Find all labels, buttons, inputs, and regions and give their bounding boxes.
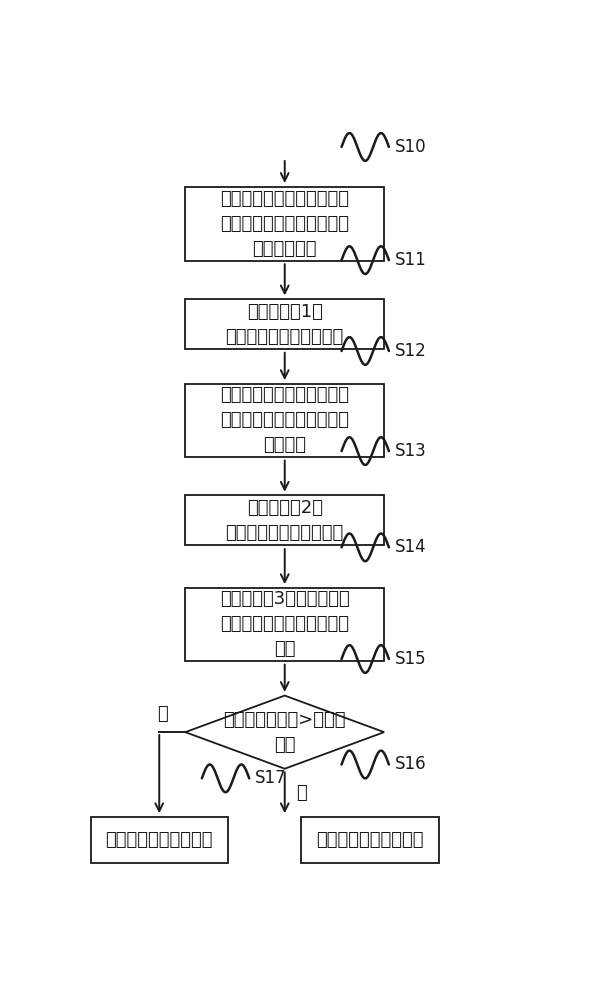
Bar <box>301 817 439 863</box>
Bar <box>185 299 384 349</box>
Bar <box>185 187 384 261</box>
Text: 获取电池组中单体电池在当
前时刻前的预设时间段内的
温度波形: 获取电池组中单体电池在当 前时刻前的预设时间段内的 温度波形 <box>220 386 349 454</box>
Text: S13: S13 <box>395 442 426 460</box>
Polygon shape <box>185 696 384 769</box>
Bar <box>90 817 228 863</box>
Text: 是: 是 <box>296 784 307 802</box>
Text: S10: S10 <box>395 138 426 156</box>
Text: 根据公式（2）
计算电池组的电池温差熵: 根据公式（2） 计算电池组的电池温差熵 <box>225 499 344 542</box>
Text: 根据公式（1）
计算电池组的电池压差熵: 根据公式（1） 计算电池组的电池压差熵 <box>225 303 344 346</box>
Text: 获取电池组中单体电池在当
前时刻前的预设时间段内的
单体电压波形: 获取电池组中单体电池在当 前时刻前的预设时间段内的 单体电压波形 <box>220 190 349 258</box>
Text: S11: S11 <box>395 251 426 269</box>
Text: 电池组处于热失控状态: 电池组处于热失控状态 <box>316 831 423 849</box>
Text: 电池组未处于失控状态: 电池组未处于失控状态 <box>106 831 213 849</box>
Text: S15: S15 <box>395 650 426 668</box>
Text: 否: 否 <box>158 705 168 723</box>
Text: 电池热失控熵值>预设阈
值？: 电池热失控熵值>预设阈 值？ <box>224 711 346 754</box>
Bar <box>185 495 384 545</box>
Text: 根据公式（3）计算电池组
的计算电池组的电池热失控
熵值: 根据公式（3）计算电池组 的计算电池组的电池热失控 熵值 <box>220 590 349 658</box>
Text: S16: S16 <box>395 755 426 773</box>
Text: S14: S14 <box>395 538 426 556</box>
Bar <box>185 384 384 457</box>
Text: S17: S17 <box>255 769 287 787</box>
Text: S12: S12 <box>395 342 426 360</box>
Bar <box>185 588 384 661</box>
